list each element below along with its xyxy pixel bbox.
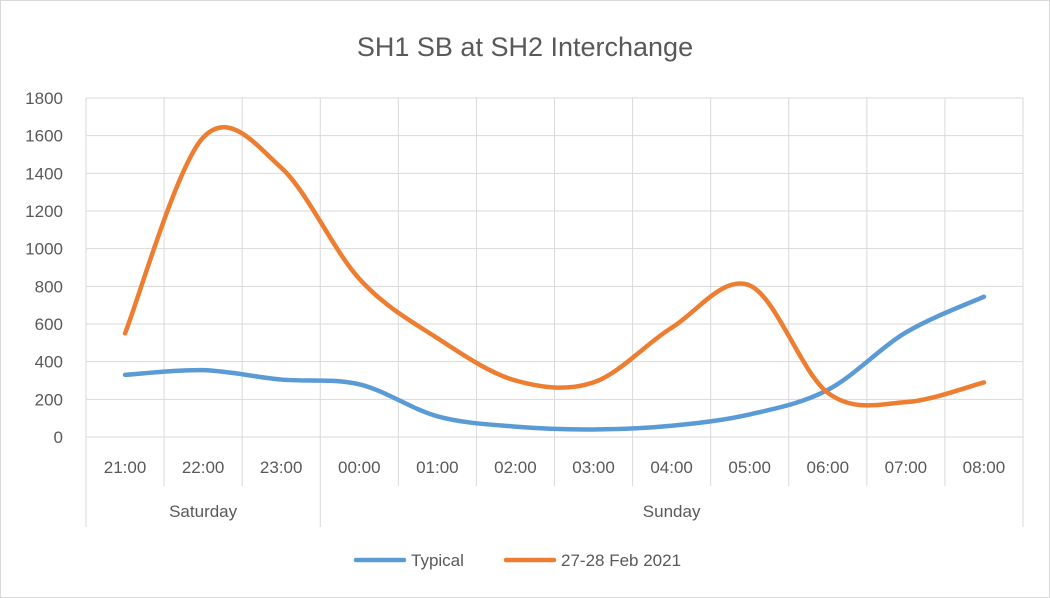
- y-tick-label: 1200: [25, 202, 63, 221]
- chart-title: SH1 SB at SH2 Interchange: [357, 32, 693, 62]
- x-tick-label: 00:00: [338, 458, 381, 477]
- x-tick-label: 23:00: [260, 458, 303, 477]
- y-tick-label: 1800: [25, 89, 63, 108]
- y-tick-label: 0: [54, 428, 63, 447]
- series-line-27-28-feb-2021: [122, 125, 987, 408]
- x-tick-label: 03:00: [572, 458, 615, 477]
- x-tick-label: 21:00: [104, 458, 147, 477]
- x-group-label: Sunday: [643, 502, 701, 521]
- x-tick-label: 05:00: [728, 458, 771, 477]
- x-group-label: Saturday: [169, 502, 238, 521]
- x-tick-label: 01:00: [416, 458, 459, 477]
- x-tick-label: 07:00: [885, 458, 928, 477]
- y-tick-label: 1600: [25, 127, 63, 146]
- series-line-typical: [122, 294, 987, 432]
- x-axis: 21:00 22:00 23:00 00:00 01:00 02:00 03:00 04:00…: [104, 458, 1005, 521]
- series-lines: [122, 125, 987, 432]
- y-tick-label: 1000: [25, 240, 63, 259]
- legend-label-typical: Typical: [411, 551, 464, 570]
- y-tick-label: 800: [35, 277, 63, 296]
- y-tick-label: 600: [35, 315, 63, 334]
- y-tick-label: 1400: [25, 164, 63, 183]
- x-tick-label: 02:00: [494, 458, 537, 477]
- gridlines: [85, 97, 1024, 527]
- y-axis: 0 200 400 600 800 1000 1200 1400 1600 1800: [25, 89, 63, 447]
- x-tick-label: 04:00: [650, 458, 693, 477]
- legend: Typical 27-28 Feb 2021: [353, 551, 681, 570]
- y-tick-label: 200: [35, 390, 63, 409]
- y-tick-label: 400: [35, 353, 63, 372]
- x-tick-label: 06:00: [807, 458, 850, 477]
- x-tick-label: 22:00: [182, 458, 225, 477]
- legend-label-27-28-feb-2021: 27-28 Feb 2021: [561, 551, 681, 570]
- x-tick-label: 08:00: [963, 458, 1006, 477]
